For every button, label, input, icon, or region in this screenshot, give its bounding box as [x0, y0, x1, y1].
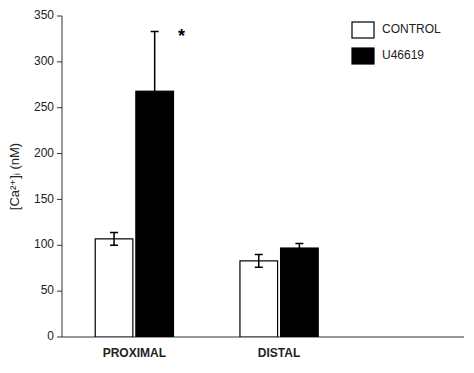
y-tick-label: 300: [34, 54, 54, 68]
bar: [240, 261, 278, 337]
y-tick: [57, 337, 62, 338]
y-axis: 0 50 100 150 200 250 300 350: [34, 8, 62, 343]
y-tick: [57, 61, 62, 62]
series: [136, 91, 318, 337]
y-tick-label: 50: [41, 283, 55, 297]
y-tick: [57, 199, 62, 200]
legend-label: CONTROL: [382, 22, 441, 36]
error-bar: [151, 32, 159, 151]
bar: [281, 248, 319, 337]
legend-swatch: [352, 22, 374, 38]
y-tick: [57, 16, 62, 17]
error-bar: [255, 254, 263, 267]
y-tick-label: 200: [34, 146, 54, 160]
annotation: *: [178, 26, 185, 46]
y-tick-label: 150: [34, 192, 54, 206]
chart-svg: 0 50 100 150 200 250 300 350 [Ca²⁺]ᵢ (nM) PROXIMA…: [0, 0, 474, 373]
error-bar: [295, 243, 303, 252]
y-tick: [57, 245, 62, 246]
chart-container: 0 50 100 150 200 250 300 350 [Ca²⁺]ᵢ (nM) PROXIMA…: [0, 0, 474, 373]
y-tick-label: 100: [34, 237, 54, 251]
y-tick: [57, 153, 62, 154]
error-bars: [151, 32, 304, 253]
y-tick-label: 250: [34, 100, 54, 114]
plot-area: [95, 32, 318, 337]
error-bars: [110, 232, 263, 267]
y-tick: [57, 107, 62, 108]
x-tick-label: PROXIMAL: [103, 346, 166, 360]
y-tick-label: 350: [34, 8, 54, 22]
series: [95, 239, 277, 337]
error-bar: [110, 232, 118, 245]
y-axis-label: [Ca²⁺]ᵢ (nM): [7, 143, 22, 210]
x-tick-label: DISTAL: [258, 346, 300, 360]
legend-swatch: [352, 48, 374, 64]
y-axis-line: [62, 16, 63, 337]
y-tick: [57, 291, 62, 292]
legend-label: U46619: [382, 48, 424, 62]
legend: CONTROL U46619: [352, 22, 441, 64]
bar: [95, 239, 133, 337]
y-tick-label: 0: [47, 329, 54, 343]
